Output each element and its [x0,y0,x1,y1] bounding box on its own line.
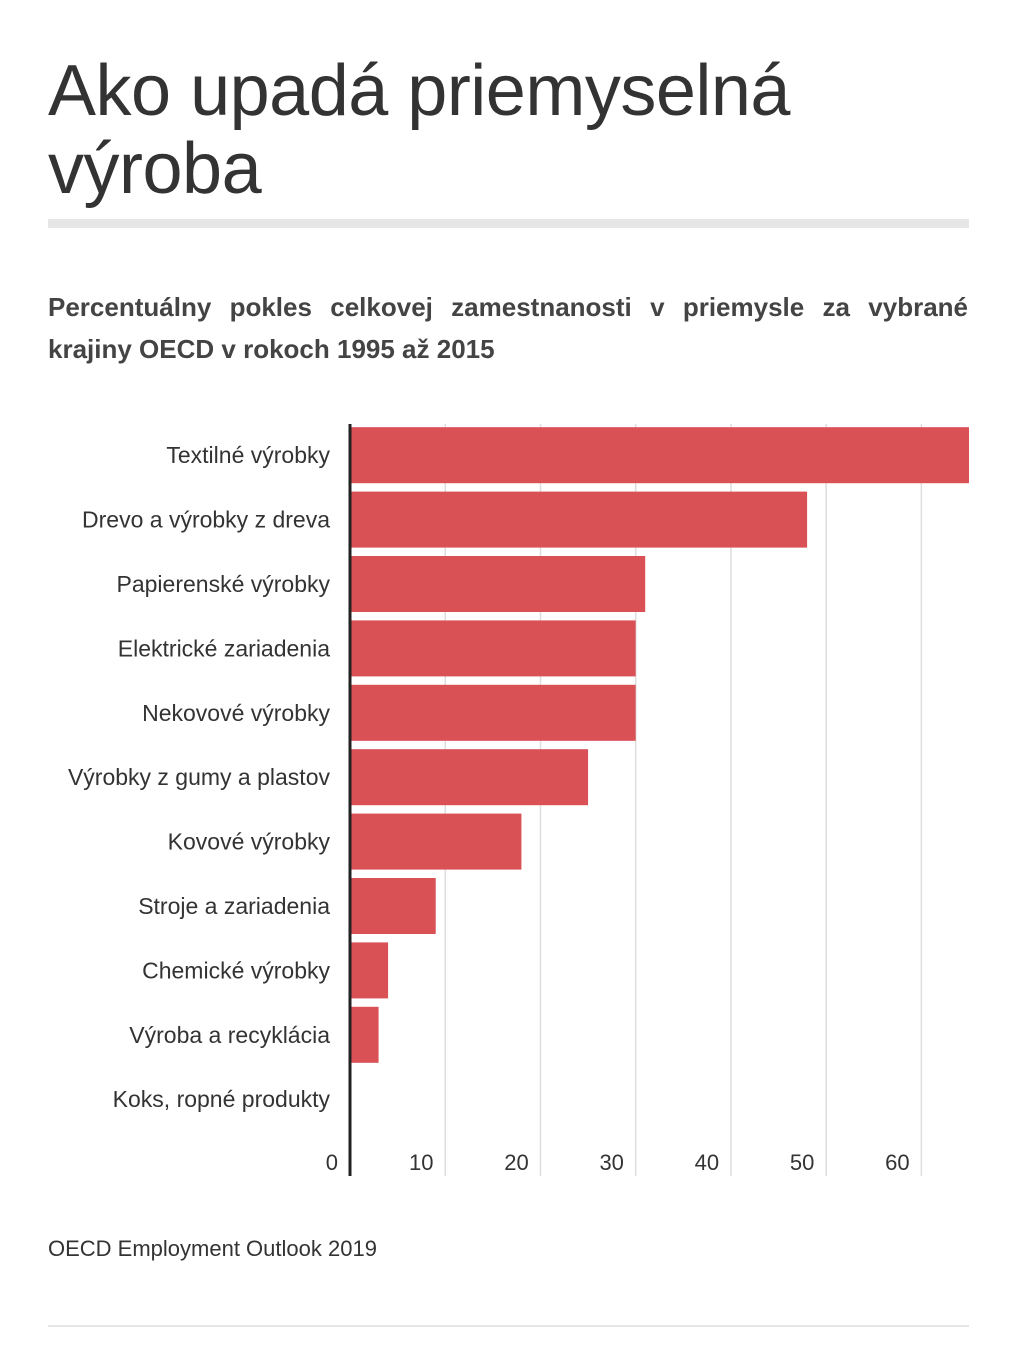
bar [350,427,969,484]
bar [350,1006,379,1063]
category-label: Nekovové výrobky [142,700,330,726]
chart-title: Ako upadá priemyselná výroba [48,51,790,209]
x-tick-label: 40 [695,1150,719,1175]
category-label: Elektrické zariadenia [118,635,330,661]
category-label: Výrobky z gumy a plastov [68,764,331,790]
x-tick-label: 0 [326,1150,338,1175]
bar [350,878,436,934]
bar [350,749,589,806]
chart-subtitle: Percentuálny pokles celkovej zamestnanos… [48,292,968,364]
category-label: Koks, ropné produkty [113,1086,331,1112]
bottom-divider [48,1325,969,1327]
bar [350,556,646,612]
bar [350,942,389,999]
x-tick-label: 50 [790,1150,814,1175]
title-divider [48,219,969,228]
x-tick-labels: 0 10 20 30 40 50 60 [326,1150,910,1175]
category-label: Kovové výrobky [168,829,331,855]
category-label: Výroba a recyklácia [129,1022,330,1048]
category-label: Stroje a zariadenia [138,893,330,919]
x-tick-label: 10 [409,1150,433,1175]
x-tick-label: 60 [885,1150,909,1175]
category-label: Drevo a výrobky z dreva [82,507,330,533]
bar [350,684,636,741]
category-label: Papierenské výrobky [117,571,331,597]
bar [350,491,808,548]
bar [350,620,636,677]
bar [350,813,522,870]
category-label: Chemické výrobky [142,957,330,983]
category-labels: Textilné výrobky Drevo a výrobky z dreva P… [68,442,331,1112]
bars [350,427,969,1063]
source-note: OECD Employment Outlook 2019 [48,1236,377,1261]
x-tick-label: 20 [504,1150,528,1175]
category-label: Textilné výrobky [166,442,330,468]
x-tick-label: 30 [599,1150,623,1175]
